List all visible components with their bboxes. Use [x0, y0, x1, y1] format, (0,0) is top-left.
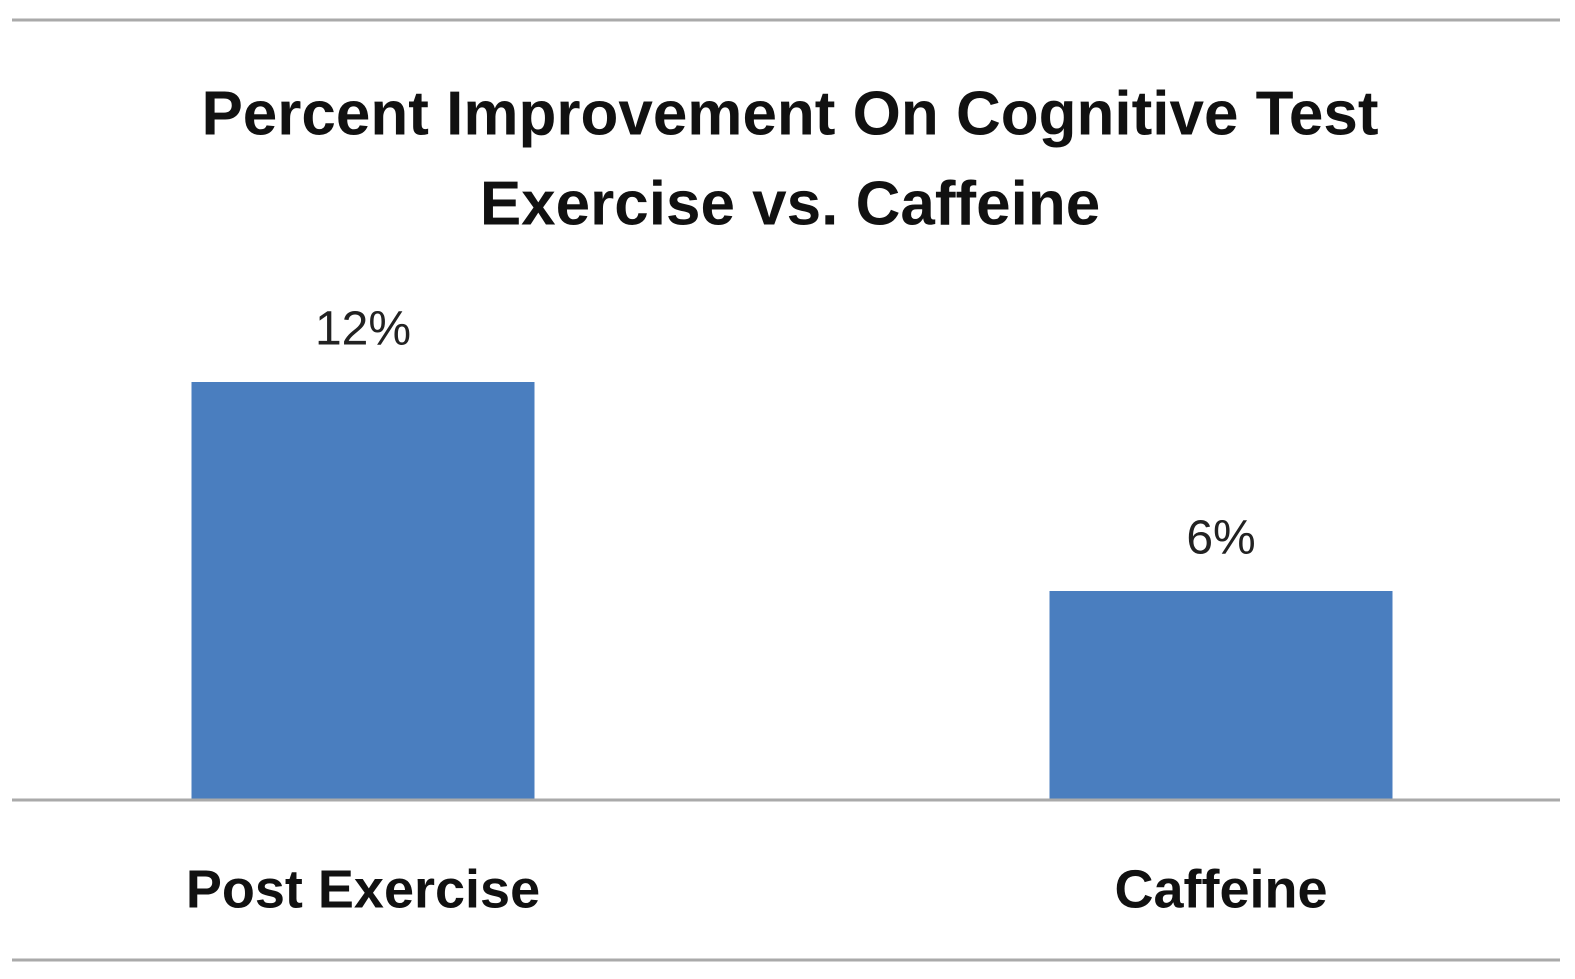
chart-title: Percent Improvement On Cognitive Test — [201, 79, 1378, 148]
bar — [1049, 591, 1393, 800]
chart-subtitle: Exercise vs. Caffeine — [480, 169, 1100, 238]
bar — [191, 382, 535, 800]
x-tick-label: Post Exercise — [186, 859, 540, 919]
value-label: 12% — [315, 303, 411, 356]
value-label: 6% — [1186, 512, 1255, 565]
x-tick-label: Caffeine — [1114, 859, 1327, 919]
